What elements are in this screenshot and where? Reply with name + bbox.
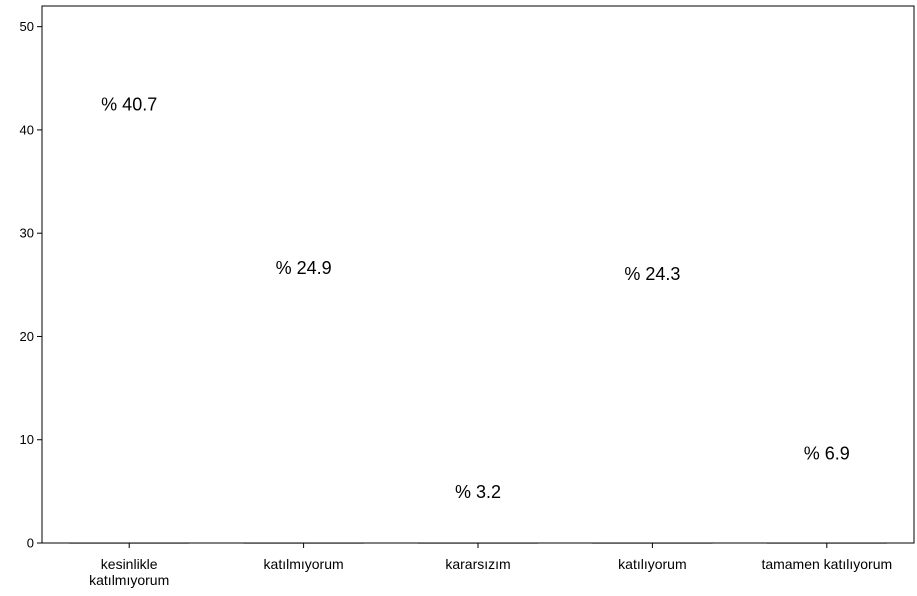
data-label: % 3.2 [455,482,501,502]
x-tick-label: katılmıyorum [264,556,344,572]
x-tick-label: kararsızım [445,556,510,572]
x-tick-label-line: katılıyorum [618,556,686,572]
x-tick-label: tamamen katılıyorum [761,556,892,572]
x-tick-label-line: kararsızım [445,556,510,572]
y-tick-label: 10 [20,432,34,447]
plot-frame [41,5,915,544]
y-tick-labels: 0 10 20 30 40 50 [20,19,34,550]
y-tick-label: 50 [20,19,34,34]
axes [37,5,915,548]
x-tick-label-line: katılmıyorum [89,572,169,588]
y-tick-label: 0 [27,536,34,551]
data-label: % 40.7 [101,95,157,115]
data-labels: % 40.7 % 24.9 % 3.2 % 24.3 % 6.9 [101,95,850,502]
y-tick-label: 20 [20,329,34,344]
x-tick-label-line: katılmıyorum [264,556,344,572]
x-tick-label: kesinlikle katılmıyorum [89,556,169,588]
data-label: % 6.9 [804,444,850,464]
x-tick-label-line: kesinlikle [101,556,158,572]
data-label: % 24.3 [624,264,680,284]
data-label: % 24.9 [276,258,332,278]
x-tick-label: katılıyorum [618,556,686,572]
x-tick-label-line: tamamen katılıyorum [761,556,892,572]
y-tick-label: 40 [20,122,34,137]
y-tick-label: 30 [20,226,34,241]
